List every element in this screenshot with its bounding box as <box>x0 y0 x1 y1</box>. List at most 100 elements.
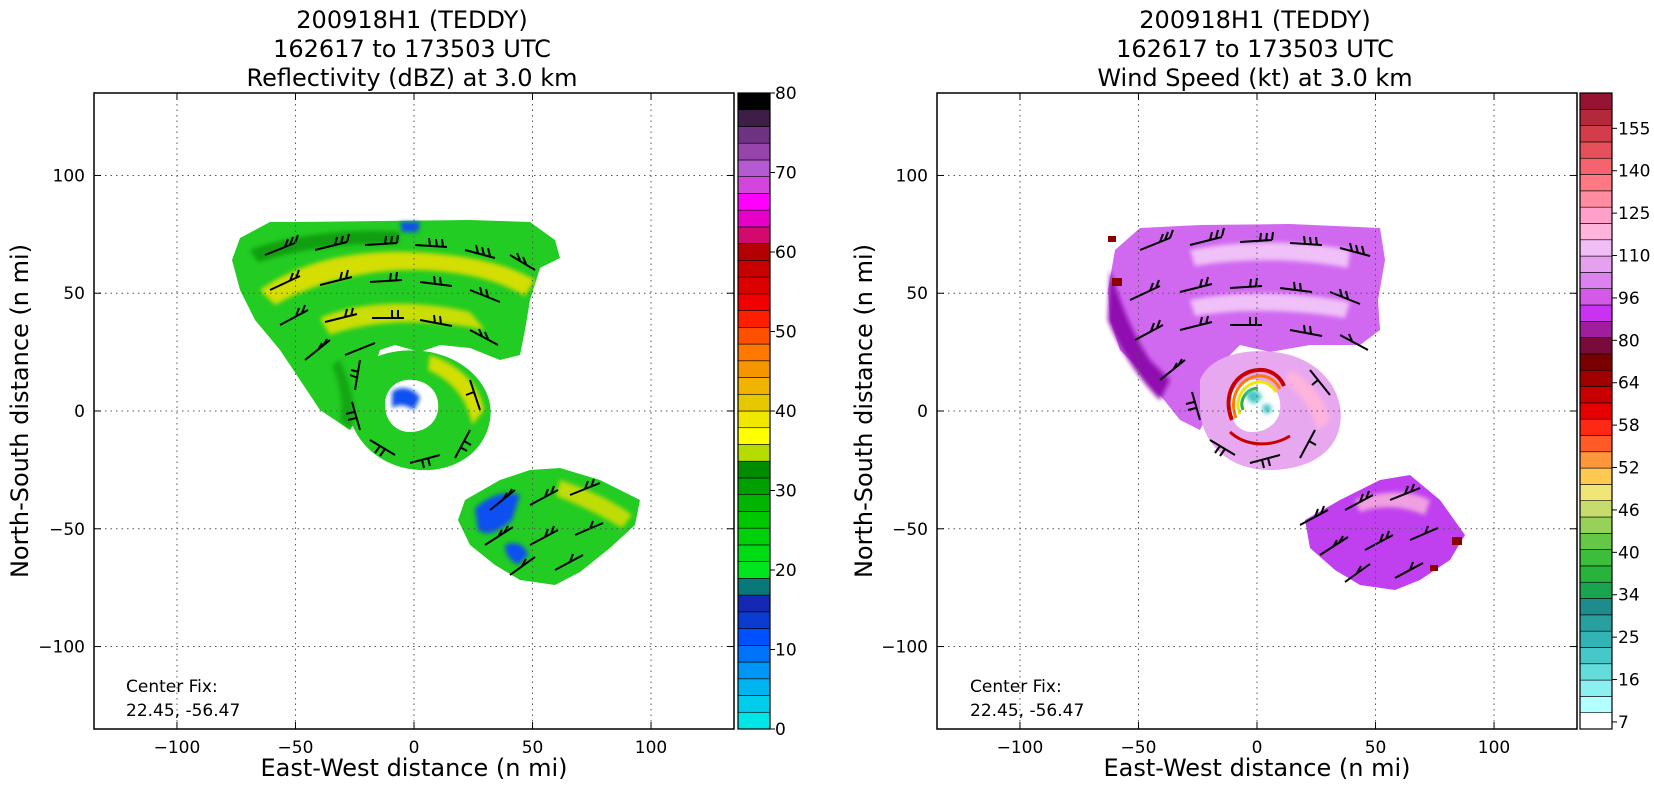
colorbar-segment <box>1579 435 1613 453</box>
colorbar-tick-label: 46 <box>1618 501 1640 521</box>
wind-speed-chart: 200918H1 (TEDDY) 162617 to 173503 UTC Wi… <box>850 6 1650 782</box>
chart2-x-axis-label: East-West distance (n mi) <box>1103 754 1410 782</box>
colorbar-segment <box>1579 288 1613 306</box>
chart1-plot-area: −100 −50 0 50 100 100 50 0 −50 −100 <box>38 92 735 758</box>
colorbar-segment <box>737 645 771 663</box>
colorbar-tick-label: 10 <box>775 641 797 661</box>
colorbar-segment <box>737 327 771 345</box>
colorbar-segment <box>1579 516 1613 534</box>
colorbar-segment <box>737 193 771 211</box>
colorbar-tick-label: 80 <box>1618 331 1640 351</box>
colorbar-tick-label: 64 <box>1618 374 1640 394</box>
colorbar-tick-label: 7 <box>1618 713 1629 733</box>
colorbar-segment <box>1579 174 1613 192</box>
colorbar-segment <box>737 494 771 512</box>
colorbar-segment <box>737 410 771 429</box>
colorbar-segment <box>737 695 771 713</box>
chart1-title-line1: 200918H1 (TEDDY) <box>296 6 527 34</box>
x-tick-label: −100 <box>154 738 201 758</box>
chart2-colorbar: 7 16 25 34 40 46 52 58 64 80 96 110 125 140 155 <box>1579 92 1650 733</box>
colorbar-segment <box>1579 663 1613 681</box>
chart2-plot-area: −100 −50 0 50 100 100 50 0 −50 −100 <box>881 92 1578 758</box>
chart1-grid <box>94 93 734 729</box>
colorbar-segment <box>1579 337 1613 355</box>
chart2-eyewall-ring <box>1226 367 1291 446</box>
y-tick-label: −100 <box>881 638 928 658</box>
y-tick-label: −50 <box>892 520 928 540</box>
colorbar-segment <box>1579 712 1613 730</box>
colorbar-segment <box>1579 321 1613 338</box>
colorbar-segment <box>1579 239 1613 257</box>
colorbar-segment <box>1579 304 1613 322</box>
colorbar-segment <box>1579 223 1613 241</box>
colorbar-segment <box>1579 451 1613 469</box>
colorbar-segment <box>1579 92 1613 110</box>
colorbar-segment <box>1579 369 1613 387</box>
colorbar-segment <box>737 544 771 562</box>
chart2-title-line3: Wind Speed (kt) at 3.0 km <box>1097 64 1412 92</box>
colorbar-segment <box>737 427 771 445</box>
colorbar-segment <box>737 628 771 646</box>
y-tick-label: 50 <box>906 284 928 304</box>
colorbar-segment <box>737 343 771 362</box>
x-tick-label: 50 <box>522 738 544 758</box>
y-tick-label: −50 <box>49 520 85 540</box>
colorbar-segment <box>1579 125 1613 143</box>
y-tick-label: 50 <box>63 284 85 304</box>
colorbar-tick-label: 125 <box>1618 204 1650 224</box>
colorbar-segment <box>1579 353 1613 371</box>
colorbar-segment <box>1579 206 1613 224</box>
chart1-title-line2: 162617 to 173503 UTC <box>273 35 551 63</box>
y-tick-label: 100 <box>53 166 85 186</box>
colorbar-tick-label: 40 <box>1618 543 1640 563</box>
chart2-wind-north-band <box>1108 224 1385 430</box>
chart2-centerfix-label: Center Fix: <box>970 677 1062 697</box>
x-tick-label: 0 <box>409 738 420 758</box>
colorbar-segment <box>737 444 771 462</box>
colorbar-tick-label: 30 <box>775 482 797 502</box>
chart2-title-line1: 200918H1 (TEDDY) <box>1139 6 1370 34</box>
colorbar-segment <box>1579 598 1613 616</box>
colorbar-segment <box>737 92 771 111</box>
colorbar-segment <box>1579 255 1613 273</box>
colorbar-segment <box>737 360 771 378</box>
colorbar-tick-label: 40 <box>775 402 797 422</box>
y-tick-label: −100 <box>38 638 85 658</box>
colorbar-segment <box>1579 500 1613 518</box>
colorbar-segment <box>1579 630 1613 648</box>
colorbar-tick-label: 58 <box>1618 416 1640 436</box>
colorbar-tick-label: 96 <box>1618 289 1640 309</box>
chart1-centerfix-label: Center Fix: <box>126 677 218 697</box>
colorbar-segment <box>737 511 771 529</box>
colorbar-tick-label: 20 <box>775 561 797 581</box>
chart1-x-axis-label: East-West distance (n mi) <box>260 754 567 782</box>
colorbar-segment <box>1579 565 1613 583</box>
colorbar-segment <box>1579 549 1613 567</box>
colorbar-segment <box>1579 467 1613 485</box>
reflectivity-chart: 200918H1 (TEDDY) 162617 to 173503 UTC Re… <box>6 6 797 782</box>
chart2-grid <box>937 93 1577 729</box>
x-tick-label: −50 <box>1121 738 1157 758</box>
colorbar-segment <box>737 159 771 177</box>
colorbar-segment <box>1579 157 1613 175</box>
colorbar-segment <box>1579 614 1613 632</box>
chart2-y-axis-label: North-South distance (n mi) <box>850 244 878 578</box>
colorbar-segment <box>737 260 771 278</box>
chart2-title-line2: 162617 to 173503 UTC <box>1116 35 1394 63</box>
colorbar-segment <box>737 578 771 596</box>
colorbar-segment <box>737 661 771 680</box>
colorbar-segment <box>1579 272 1613 289</box>
colorbar-segment <box>1579 647 1613 665</box>
colorbar-segment <box>737 226 771 244</box>
colorbar-segment <box>737 594 771 613</box>
colorbar-segment <box>1579 581 1613 599</box>
colorbar-tick-label: 0 <box>775 720 786 740</box>
colorbar-segment <box>737 209 771 228</box>
colorbar-segment <box>737 276 771 295</box>
colorbar-segment <box>737 678 771 696</box>
colorbar-tick-label: 34 <box>1618 586 1640 606</box>
x-tick-label: 50 <box>1365 738 1387 758</box>
x-tick-label: 0 <box>1252 738 1263 758</box>
x-tick-label: 100 <box>1478 738 1510 758</box>
colorbar-segment <box>737 561 771 579</box>
